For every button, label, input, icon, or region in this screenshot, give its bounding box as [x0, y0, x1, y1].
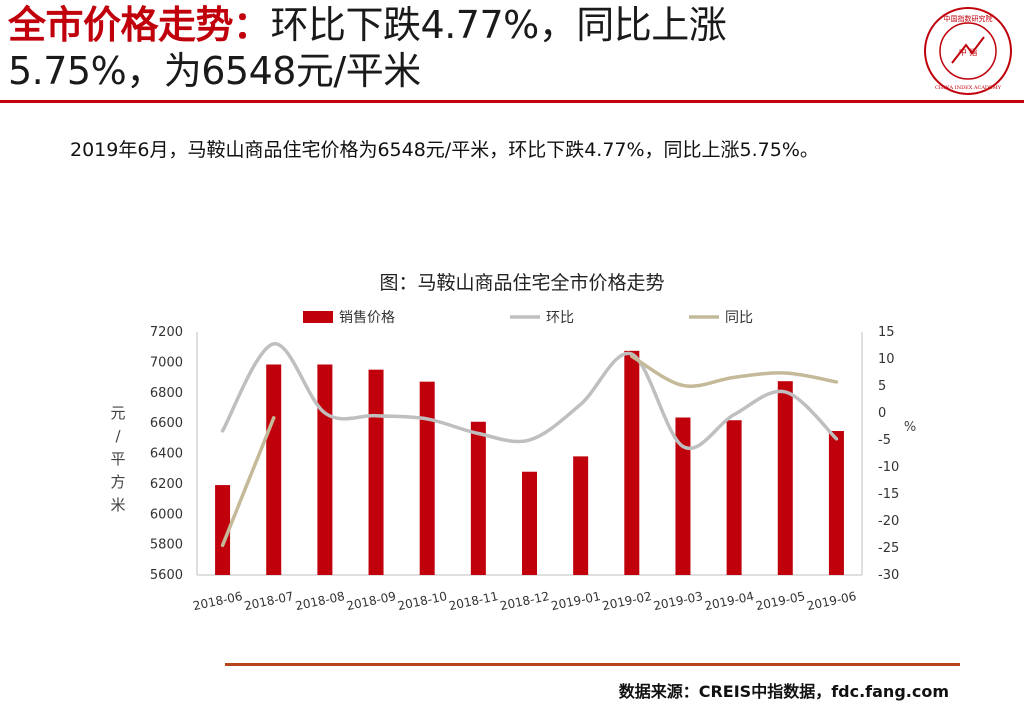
title-line-2: 5.75%，为6548元/平米 [8, 49, 421, 93]
x-tick-label: 2019-02 [601, 589, 653, 613]
x-tick-label: 2018-06 [192, 589, 244, 613]
logo-english-text: CHINA INDEX ACADEMY [935, 85, 1002, 91]
bottom-divider [225, 663, 960, 666]
legend-yoy-label: 同比 [725, 310, 753, 326]
title-line-1: 全市价格走势：环比下跌4.77%，同比上涨 [8, 2, 908, 48]
y-left-tick-label: 7200 [150, 325, 183, 340]
x-tick-label: 2018-10 [396, 589, 448, 613]
title-divider [0, 100, 1024, 103]
y-right-tick-label: -5 [878, 433, 891, 448]
x-tick-label: 2019-03 [652, 589, 704, 613]
yoy-line [630, 354, 839, 388]
logo-inner-text: 中 指 [959, 47, 978, 57]
price-bar [317, 364, 333, 575]
y-right-tick-label: 10 [878, 352, 895, 367]
y-right-tick-label: 0 [878, 406, 886, 421]
y-right-tick-label: -30 [878, 568, 899, 583]
yoy-line [220, 416, 276, 548]
y-left-tick-label: 6400 [150, 447, 183, 462]
legend-mom-label: 环比 [546, 310, 574, 326]
y-left-tick-label: 5600 [150, 568, 183, 583]
price-bar [470, 421, 486, 575]
price-bar [624, 350, 640, 575]
y-right-axis-label: % [904, 420, 916, 435]
china-index-academy-logo: 中国指数研究院 中 指 CHINA INDEX ACADEMY [924, 7, 1012, 95]
y-left-tick-label: 7000 [150, 355, 183, 370]
y-left-axis-label-char: 元 [110, 404, 125, 422]
y-left-axis-label-char: 平 [110, 450, 125, 468]
price-bar [368, 369, 384, 575]
chart-title: 图：马鞍山商品住宅全市价格走势 [379, 272, 665, 294]
y-left-axis-label-char: / [115, 427, 121, 445]
x-tick-label: 2018-08 [294, 589, 346, 613]
price-bar [215, 485, 231, 575]
y-left-axis-label-char: 米 [110, 496, 125, 514]
x-tick-label: 2018-09 [345, 589, 397, 613]
price-bar [726, 420, 742, 575]
x-tick-label: 2019-06 [806, 589, 858, 613]
y-right-tick-label: -25 [878, 541, 899, 556]
x-tick-label: 2018-11 [448, 589, 500, 613]
y-left-tick-label: 6200 [150, 477, 183, 492]
summary-text: 2019年6月，马鞍山商品住宅价格为6548元/平米，环比下跌4.77%，同比上… [70, 139, 819, 161]
price-bar [777, 381, 793, 575]
y-right-tick-label: -10 [878, 460, 899, 475]
price-bar [522, 471, 537, 575]
y-left-tick-label: 6000 [150, 507, 183, 522]
title-highlight: 全市价格走势： [8, 3, 271, 47]
y-left-tick-label: 5800 [150, 538, 183, 553]
y-right-tick-label: -15 [878, 487, 899, 502]
y-right-tick-label: -20 [878, 514, 899, 529]
y-left-axis-label-char: 方 [110, 473, 125, 491]
x-tick-label: 2019-04 [703, 589, 755, 613]
legend-price-swatch [303, 311, 333, 323]
price-bar [828, 431, 844, 575]
y-left-tick-label: 6800 [150, 386, 183, 401]
price-trend-chart: 5600 5800 6000 6200 6400 6600 6800 7000 7200 -30 -… [110, 310, 916, 613]
y-left-tick-label: 6600 [150, 416, 183, 431]
logo-outer-text: 中国指数研究院 [944, 14, 993, 23]
y-right-tick-label: 15 [878, 325, 895, 340]
price-bar [573, 456, 589, 575]
data-source: 数据来源：CREIS中指数据，fdc.fang.com [618, 682, 949, 701]
price-bar [266, 364, 282, 575]
price-bar [419, 381, 435, 575]
title-text: 环比下跌4.77%，同比上涨 [270, 3, 727, 47]
price-bar [675, 417, 691, 575]
mom-line [220, 342, 839, 451]
x-tick-label: 2018-07 [243, 589, 295, 613]
y-right-tick-label: 5 [878, 379, 886, 394]
legend-price-label: 销售价格 [339, 310, 395, 326]
x-tick-label: 2018-12 [499, 589, 551, 613]
x-tick-label: 2019-05 [754, 589, 806, 613]
page-title: 全市价格走势：环比下跌4.77%，同比上涨 5.75%，为6548元/平米 [8, 2, 908, 94]
x-tick-label: 2019-01 [550, 589, 602, 613]
